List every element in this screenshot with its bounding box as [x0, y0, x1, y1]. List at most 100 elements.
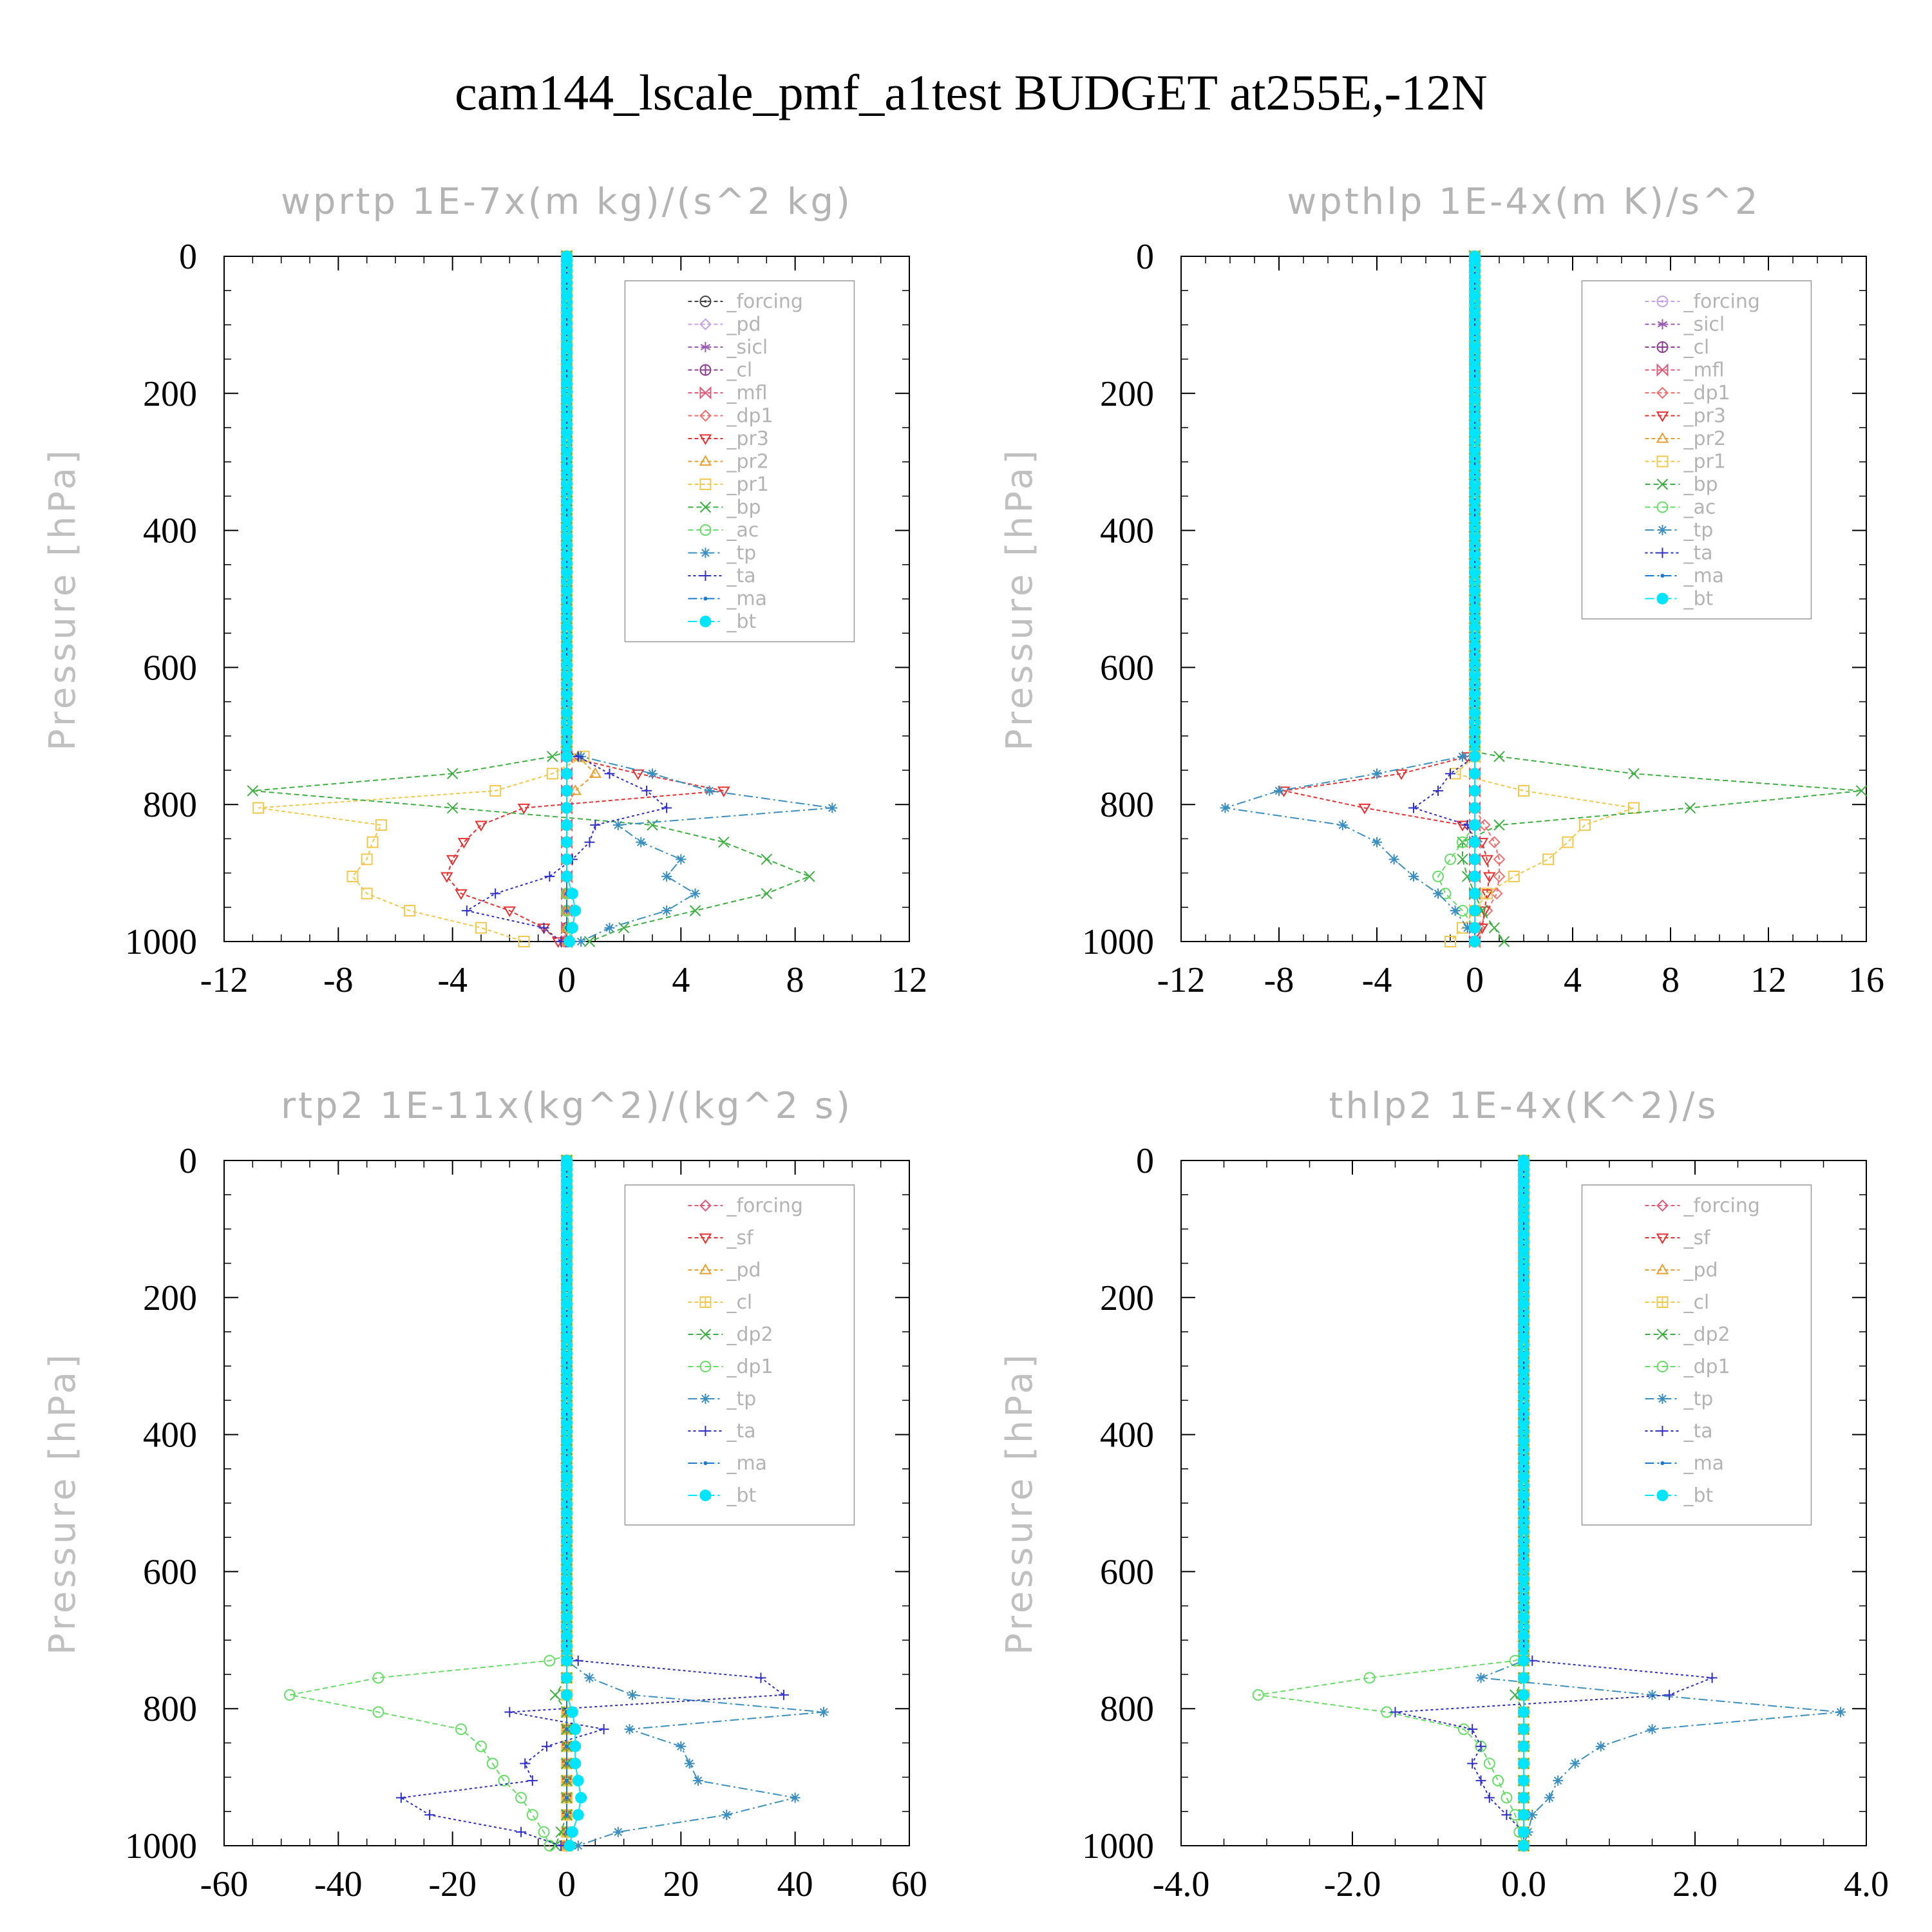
series-point [561, 557, 573, 569]
legend-marker [699, 1329, 712, 1340]
x-tick-label: 4 [672, 960, 690, 1000]
legend-label: _pd [726, 1259, 761, 1282]
series-point [1542, 853, 1554, 866]
series-point [503, 906, 516, 918]
series-point [504, 1707, 515, 1718]
legend-label: _pd [1683, 1259, 1718, 1282]
series-point [717, 786, 730, 797]
legend-label: _ac [726, 519, 759, 542]
series-point [1408, 802, 1419, 813]
legend-marker-plus [1657, 342, 1668, 352]
series-point [549, 1689, 561, 1701]
series-point [1628, 802, 1640, 814]
series-point [486, 1757, 498, 1770]
legend: _forcing_pd_sicl_cl_mfl_dp1_pr3_pr2_pr1_… [624, 280, 855, 643]
series-point [676, 1741, 687, 1752]
legend-label: _forcing [1683, 1195, 1759, 1217]
legend-marker [699, 434, 712, 445]
series-point [1483, 872, 1496, 883]
series-point [1444, 853, 1456, 866]
y-tick-label: 1000 [1082, 1826, 1154, 1866]
series-point [561, 853, 573, 866]
legend: _forcing _sf _pd _cl _dp2 _dp1 _tp _ta _ma _bt [624, 1184, 855, 1526]
series-point [561, 802, 573, 814]
legend-label: _cl [726, 1291, 752, 1314]
legend-marker [700, 1394, 711, 1404]
x-tick-label: -8 [1264, 960, 1294, 1000]
series-point [561, 870, 573, 882]
legend-label: _dp1 [1683, 1356, 1730, 1378]
series-point [252, 802, 265, 814]
series-point [1469, 887, 1481, 900]
legend-marker [1656, 592, 1669, 605]
series-point [1518, 1809, 1530, 1821]
series-point [755, 1672, 766, 1683]
series-point [1469, 802, 1481, 814]
series-point [1493, 819, 1505, 831]
series-point [566, 922, 578, 934]
y-tick-label: 400 [1100, 511, 1154, 551]
series-point [1433, 888, 1443, 899]
series-point [790, 1792, 800, 1803]
series-point [689, 905, 701, 916]
series-point [561, 1672, 573, 1684]
series-point [641, 785, 652, 796]
series-point [1469, 905, 1481, 917]
y-axis-label: Pressure [hPa] [999, 447, 1041, 751]
x-tick-label: 0 [558, 960, 576, 1000]
series-point [346, 870, 359, 882]
x-tick-label: -4.0 [1153, 1864, 1210, 1904]
series-point [475, 922, 487, 934]
series-point [584, 837, 595, 848]
legend-label: _pd [726, 314, 761, 336]
series-point [372, 1672, 384, 1684]
x-tick-label: -60 [200, 1864, 249, 1904]
series-point [1388, 854, 1399, 865]
series-point [1469, 557, 1481, 569]
legend-marker [699, 616, 712, 627]
series-point [1855, 785, 1868, 797]
series-point [404, 905, 416, 917]
series-point [589, 767, 602, 778]
series-point [1462, 922, 1473, 933]
series-point [1562, 836, 1574, 848]
series-point [565, 1778, 569, 1783]
y-tick-label: 0 [1136, 1141, 1154, 1181]
y-tick-label: 600 [143, 1552, 197, 1592]
y-tick-label: 600 [1100, 648, 1154, 688]
legend-label: _cl [1683, 336, 1709, 359]
series-point [1456, 820, 1469, 832]
y-tick-label: 600 [143, 648, 197, 688]
legend-label: _mfl [1683, 359, 1724, 382]
legend: _forcing _sf _pd _cl _dp2 _dp1 _tp _ta _ma _bt [1581, 1184, 1812, 1526]
series-point [541, 1741, 552, 1752]
series-point [1518, 1826, 1530, 1838]
legend-marker [1656, 1490, 1669, 1501]
series-point [1481, 887, 1493, 900]
series-point [804, 871, 815, 882]
y-tick-label: 600 [1100, 1552, 1154, 1592]
series-point [1490, 887, 1503, 900]
series-point [461, 905, 472, 916]
legend-label: _ta [1683, 1420, 1712, 1443]
legend-label: _pr2 [726, 451, 768, 473]
series-point [395, 1792, 406, 1803]
legend: _forcing_sicl_cl_mfl_dp1_pr3_pr2_pr1_bp_… [1581, 280, 1812, 620]
x-tick-label: 60 [891, 1864, 927, 1904]
series-point [569, 1757, 582, 1770]
series-point [1493, 870, 1506, 883]
legend-label: _ac [1683, 497, 1716, 519]
series-point [624, 1724, 635, 1735]
legend-label: _bt [726, 611, 756, 633]
series-point [1457, 836, 1468, 848]
series-point [1358, 803, 1371, 815]
y-tick-label: 400 [1100, 1416, 1154, 1455]
x-tick-label: 4.0 [1844, 1864, 1889, 1904]
legend-marker-plus [700, 1297, 711, 1307]
y-tick-label: 0 [179, 1141, 197, 1181]
x-tick-label: 2.0 [1672, 1864, 1718, 1904]
legend-label: _ta [1683, 542, 1712, 565]
series-point [1518, 1740, 1530, 1752]
series-bt [1469, 256, 1481, 947]
x-tick-label: -12 [1157, 960, 1206, 1000]
